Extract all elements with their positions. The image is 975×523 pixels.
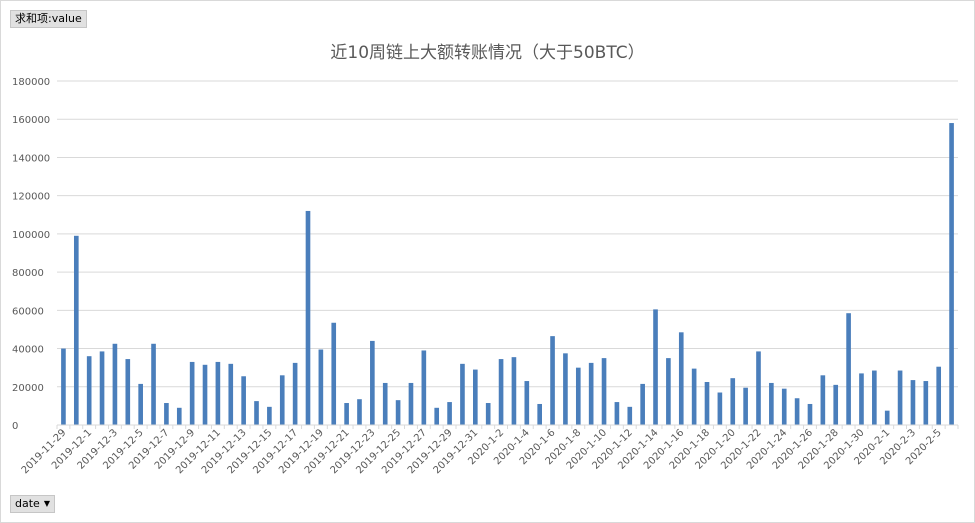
bar[interactable] — [601, 358, 607, 425]
y-axis-tick-labels: 0 20000 40000 60000 80000 100000 120000 140000 1… — [12, 77, 50, 432]
bar[interactable] — [627, 406, 633, 425]
y-tick-label: 0 — [12, 421, 18, 432]
bar[interactable] — [743, 387, 748, 425]
bar[interactable] — [215, 361, 221, 425]
bar[interactable] — [267, 406, 272, 425]
bar[interactable] — [382, 382, 388, 425]
y-tick-label: 20000 — [12, 383, 44, 394]
gridlines — [57, 80, 958, 388]
bar[interactable] — [691, 368, 697, 425]
bar[interactable] — [151, 343, 156, 425]
date-field-label: date — [15, 497, 40, 510]
bar[interactable] — [318, 349, 324, 425]
bar[interactable] — [575, 367, 581, 425]
bar[interactable] — [678, 332, 684, 425]
bar[interactable] — [704, 382, 710, 425]
y-tick-label: 120000 — [12, 192, 50, 203]
bar[interactable] — [473, 369, 478, 425]
bar[interactable] — [99, 351, 105, 425]
bar-series — [61, 123, 954, 426]
bar[interactable] — [421, 350, 427, 425]
bar[interactable] — [730, 378, 736, 425]
bar[interactable] — [279, 375, 285, 425]
bar[interactable] — [794, 398, 800, 425]
y-tick-label: 60000 — [12, 306, 44, 317]
bar[interactable] — [370, 340, 375, 425]
bar[interactable] — [434, 407, 440, 425]
bar[interactable] — [588, 362, 594, 425]
bar[interactable] — [820, 375, 826, 425]
bar[interactable] — [112, 343, 118, 425]
bar[interactable] — [202, 364, 208, 425]
y-tick-label: 140000 — [12, 153, 50, 164]
bar[interactable] — [781, 388, 787, 425]
bar[interactable] — [176, 407, 182, 425]
y-tick-label: 180000 — [12, 77, 50, 88]
bar[interactable] — [164, 403, 169, 425]
bar[interactable] — [666, 358, 671, 425]
bar[interactable] — [897, 370, 903, 425]
bar[interactable] — [408, 382, 414, 425]
x-axis-tick-labels: 2019-11-292019-12-12019-12-32019-12-5201… — [20, 427, 944, 476]
bar[interactable] — [846, 313, 851, 425]
bar[interactable] — [138, 383, 143, 425]
y-tick-label: 80000 — [12, 268, 44, 279]
bar[interactable] — [563, 353, 568, 425]
bar[interactable] — [872, 370, 877, 425]
bar[interactable] — [511, 357, 517, 425]
bar[interactable] — [395, 400, 401, 425]
bar[interactable] — [640, 383, 645, 425]
bar[interactable] — [189, 361, 195, 425]
bar[interactable] — [331, 322, 337, 425]
bar[interactable] — [756, 351, 761, 425]
bar[interactable] — [653, 309, 658, 425]
bar[interactable] — [241, 376, 246, 425]
dropdown-arrow-icon: ▼ — [43, 499, 50, 508]
bar[interactable] — [305, 210, 311, 425]
chart-title: 近10周链上大额转账情况（大于50BTC） — [330, 43, 645, 63]
bar[interactable] — [859, 373, 864, 425]
x-axis — [56, 424, 959, 429]
bar[interactable] — [357, 399, 362, 425]
bar[interactable] — [86, 356, 92, 425]
bar[interactable] — [125, 359, 131, 425]
bar[interactable] — [537, 403, 542, 425]
bar[interactable] — [949, 123, 954, 426]
bar[interactable] — [833, 384, 839, 425]
bar[interactable] — [614, 402, 620, 425]
bar[interactable] — [717, 392, 723, 425]
values-field-button[interactable]: 求和项:value — [10, 10, 87, 28]
bar[interactable] — [550, 336, 555, 425]
bar[interactable] — [447, 402, 452, 425]
bar[interactable] — [73, 235, 79, 425]
bar[interactable] — [936, 366, 942, 425]
bar[interactable] — [884, 410, 890, 425]
y-tick-label: 100000 — [12, 230, 50, 241]
bar[interactable] — [344, 403, 349, 425]
bar[interactable] — [292, 362, 298, 425]
bar[interactable] — [460, 363, 465, 425]
bar[interactable] — [910, 380, 916, 425]
bar[interactable] — [254, 401, 259, 425]
bar[interactable] — [807, 403, 813, 425]
y-tick-label: 40000 — [12, 345, 44, 356]
bar[interactable] — [228, 363, 234, 425]
bar[interactable] — [524, 381, 530, 425]
bar[interactable] — [61, 348, 66, 425]
bar[interactable] — [923, 381, 929, 425]
date-field-filter-button[interactable]: date ▼ — [10, 495, 55, 513]
bar[interactable] — [498, 359, 504, 425]
bar[interactable] — [769, 382, 774, 425]
bar[interactable] — [485, 403, 491, 425]
y-tick-label: 160000 — [12, 115, 50, 126]
